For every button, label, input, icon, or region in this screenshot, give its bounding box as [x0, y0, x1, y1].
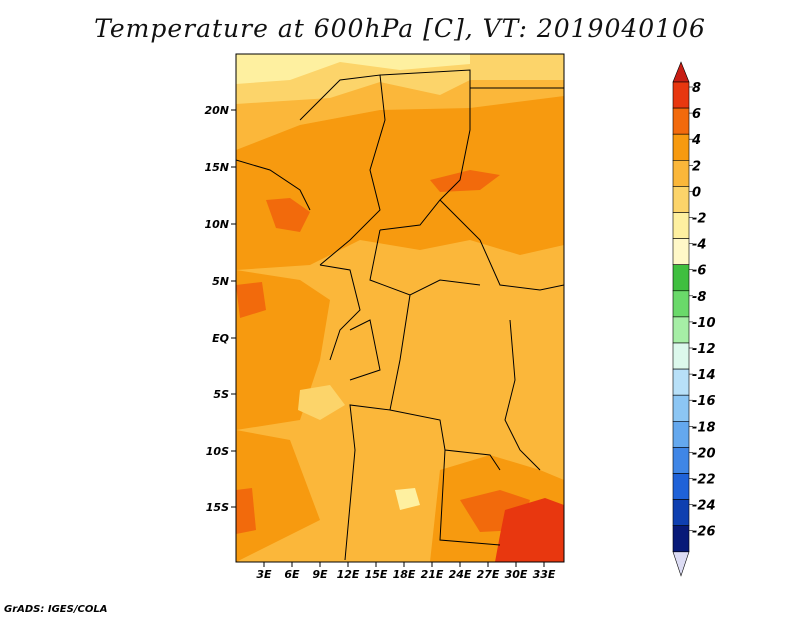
- colorbar-label-10: -12: [692, 342, 716, 357]
- colorbar-label-0: 8: [692, 81, 701, 96]
- colorbar-bin-0: [672, 81, 690, 109]
- colorbar-bin-16: [672, 499, 690, 527]
- colorbar-bin-17: [672, 525, 690, 553]
- lat-label-10n: 10N: [204, 218, 229, 231]
- country-borders: [236, 69, 564, 561]
- lat-label-15n: 15N: [204, 161, 229, 174]
- lon-label-15e: 15E: [365, 568, 388, 581]
- colorbar-bin-10: [672, 342, 690, 370]
- field-warmer-patch-5: [236, 488, 256, 534]
- border-6: [319, 264, 361, 361]
- colorbar-bin-4: [672, 186, 690, 213]
- colorbar-bin-1: [672, 107, 690, 135]
- lon-label-21e: 21E: [421, 568, 444, 581]
- colorbar-top-triangle: [672, 61, 690, 83]
- border-7: [344, 294, 411, 561]
- field-cool-patch-1: [298, 385, 345, 420]
- map-frame: [235, 53, 565, 563]
- colorbar-bin-15: [672, 473, 690, 500]
- field-warmer-patch-3: [236, 282, 266, 318]
- lon-label-12e: 12E: [337, 568, 360, 581]
- lat-label-eq: EQ: [212, 332, 229, 345]
- colorbar-bin-8: [672, 290, 690, 318]
- lon-label-18e: 18E: [393, 568, 416, 581]
- colorbar-label-13: -18: [692, 420, 716, 435]
- colorbar-label-14: -20: [692, 446, 716, 461]
- colorbar-label-6: -4: [692, 238, 706, 253]
- colorbar-label-5: -2: [692, 212, 706, 227]
- lon-label-9e: 9E: [312, 568, 328, 581]
- credit-label: GrADS: IGES/COLA: [4, 604, 108, 615]
- colorbar-label-9: -10: [692, 316, 716, 331]
- lat-label-10s: 10S: [206, 445, 229, 458]
- colorbar-label-15: -22: [692, 473, 716, 488]
- colorbar-bin-14: [672, 447, 690, 474]
- colorbar-bin-7: [672, 264, 690, 292]
- field-warmer-patch-2: [430, 170, 500, 192]
- colorbar-label-4: 0: [692, 185, 701, 200]
- lon-label-3e: 3E: [256, 568, 272, 581]
- border-12: [349, 319, 381, 381]
- colorbar-label-16: -24: [692, 499, 716, 514]
- colorbar-bin-6: [672, 238, 690, 266]
- colorbar-bin-5: [672, 212, 690, 239]
- colorbar-bin-13: [672, 420, 690, 448]
- colorbar-label-8: -8: [692, 290, 706, 305]
- field-cooler-north: [236, 54, 470, 84]
- chart-title: Temperature at 600hPa [C], VT: 201904010…: [94, 14, 706, 43]
- field-hot-southeast: [495, 498, 564, 562]
- colorbar-label-2: 4: [691, 133, 701, 148]
- field-warm-center: [236, 96, 564, 270]
- lat-label-20n: 20N: [204, 104, 229, 117]
- colorbar-bin-3: [672, 160, 690, 187]
- temperature-field: [236, 54, 564, 562]
- colorbar-label-1: 6: [692, 107, 701, 122]
- colorbar: 8 6 4 2 0 -2 -4 -6 -8 -10 -12 -14 -16 -18 -20 -22 -24 -26: [672, 61, 716, 577]
- lat-axis: 20N 15N 10N 5N EQ 5S 10S 15S: [204, 104, 236, 514]
- field-cooler-patch-1: [395, 488, 420, 510]
- border-4: [439, 199, 564, 291]
- field-warmer-patch-1: [266, 198, 310, 232]
- border-1: [299, 74, 386, 266]
- lat-label-5s: 5S: [213, 388, 229, 401]
- lon-label-30e: 30E: [505, 568, 528, 581]
- field-warm-southwest: [236, 430, 320, 562]
- border-10: [504, 319, 541, 471]
- colorbar-label-17: -26: [692, 525, 716, 540]
- colorbar-bin-12: [672, 394, 690, 422]
- border-9: [439, 449, 501, 546]
- colorbar-label-12: -16: [692, 394, 716, 409]
- colorbar-bottom-triangle: [672, 551, 690, 577]
- lon-axis: 3E 6E 9E 12E 15E 18E 21E 24E 27E 30E 33E: [256, 562, 556, 581]
- colorbar-bin-2: [672, 133, 690, 161]
- lon-label-33e: 33E: [533, 568, 556, 581]
- border-11: [236, 159, 311, 211]
- colorbar-bin-9: [672, 316, 690, 344]
- lat-label-5n: 5N: [212, 275, 229, 288]
- lon-label-6e: 6E: [284, 568, 300, 581]
- border-2: [379, 69, 471, 231]
- colorbar-label-7: -6: [692, 264, 706, 279]
- colorbar-bin-11: [672, 368, 690, 396]
- lat-label-15s: 15S: [206, 501, 229, 514]
- lon-label-27e: 27E: [477, 568, 500, 581]
- lon-label-24e: 24E: [449, 568, 472, 581]
- colorbar-label-3: 2: [692, 159, 701, 174]
- colorbar-label-11: -14: [692, 368, 716, 383]
